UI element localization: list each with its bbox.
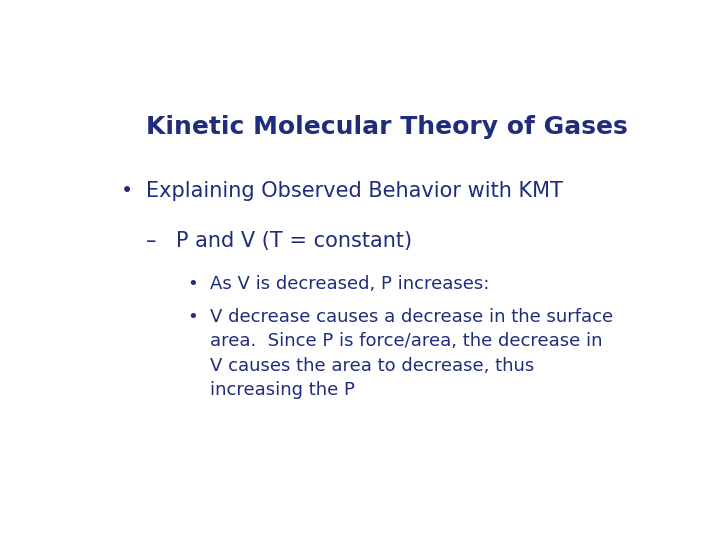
- Text: As V is decreased, P increases:: As V is decreased, P increases:: [210, 275, 490, 293]
- Text: •: •: [188, 308, 199, 326]
- Text: •: •: [188, 275, 199, 293]
- Text: –: –: [145, 231, 156, 251]
- Text: Kinetic Molecular Theory of Gases: Kinetic Molecular Theory of Gases: [145, 114, 628, 139]
- Text: •: •: [121, 181, 133, 201]
- Text: P and V (T = constant): P and V (T = constant): [176, 231, 413, 251]
- Text: Explaining Observed Behavior with KMT: Explaining Observed Behavior with KMT: [145, 181, 562, 201]
- Text: V decrease causes a decrease in the surface
area.  Since P is force/area, the de: V decrease causes a decrease in the surf…: [210, 308, 613, 399]
